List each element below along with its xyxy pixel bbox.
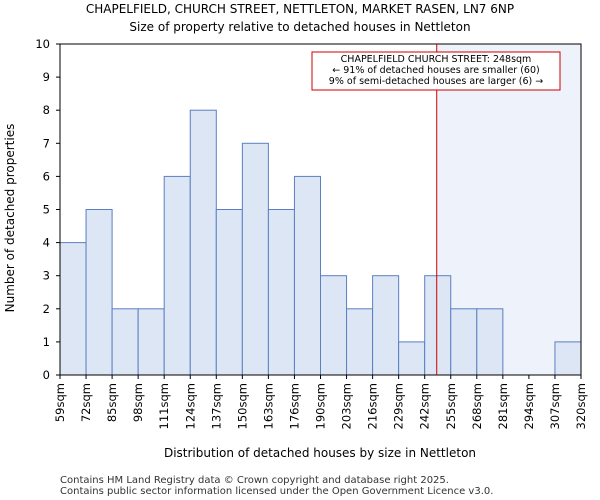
annotation-frame: [311, 51, 561, 91]
annotation-line-1: CHAPELFIELD CHURCH STREET: 248sqm: [341, 54, 532, 65]
bar-85sqm: [111, 308, 139, 376]
x-tick-label: 307sqm: [548, 383, 562, 429]
y-tick-label: 9: [43, 70, 50, 84]
x-tick-label: 203sqm: [340, 383, 354, 429]
y-tick-label: 0: [43, 368, 50, 382]
x-tick-label: 72sqm: [79, 383, 93, 422]
y-tick-label: 5: [43, 203, 50, 217]
bar-59sqm: [59, 242, 87, 376]
plot-frame: [59, 43, 582, 376]
footer-line-2: Contains public sector information licen…: [60, 486, 493, 497]
bar-98sqm: [137, 308, 165, 376]
x-tick-label: 242sqm: [418, 383, 432, 429]
x-tick-label: 176sqm: [287, 383, 301, 429]
x-axis-label: Distribution of detached houses by size …: [164, 446, 476, 460]
bar-190sqm: [320, 275, 348, 376]
bar-307sqm: [554, 341, 582, 376]
x-tick-label: 216sqm: [366, 383, 380, 429]
y-axis-label: Number of detached properties: [3, 124, 17, 313]
x-tick-label: 163sqm: [261, 383, 275, 429]
x-tick-label: 294sqm: [522, 383, 536, 429]
footer-line-1: Contains HM Land Registry data © Crown c…: [60, 475, 449, 486]
bar-111sqm: [163, 175, 191, 376]
x-tick-label: 137sqm: [209, 383, 223, 429]
bar-176sqm: [293, 175, 322, 376]
x-tick-label: 111sqm: [157, 383, 171, 429]
bar-124sqm: [189, 109, 217, 376]
y-tick-label: 3: [43, 269, 50, 283]
y-tick-label: 8: [43, 103, 50, 117]
bar-163sqm: [267, 209, 295, 376]
bar-268sqm: [476, 308, 504, 376]
x-tick-label: 190sqm: [314, 383, 328, 429]
annotation-line-2: ← 91% of detached houses are smaller (60…: [332, 65, 539, 76]
x-axis-ticks: 59sqm 72sqm 85sqm 98sqm 111sqm 124sqm 137sqm 15…: [53, 375, 588, 429]
x-tick-label: 98sqm: [131, 383, 145, 422]
y-tick-label: 4: [43, 236, 50, 250]
y-axis-ticks: 0 1 2 3 4 5 6 7 8 9 10: [35, 37, 60, 382]
chart-title: CHAPELFIELD, CHURCH STREET, NETTLETON, M…: [86, 2, 514, 16]
x-tick-label: 59sqm: [53, 383, 67, 422]
x-tick-label: 85sqm: [105, 383, 119, 422]
bar-72sqm: [85, 209, 113, 376]
x-tick-label: 320sqm: [574, 383, 588, 429]
bar-150sqm: [241, 142, 269, 376]
x-tick-label: 150sqm: [235, 383, 249, 429]
y-tick-label: 2: [43, 302, 50, 316]
bar-137sqm: [215, 209, 243, 376]
y-tick-label: 7: [43, 136, 50, 150]
y-tick-label: 10: [35, 37, 50, 51]
plot-area: 0 1 2 3 4 5 6 7 8 9 10 59sqm 72sqm 85sqm 98sqm 111sqm 1…: [35, 37, 588, 429]
chart-subtitle: Size of property relative to detached ho…: [129, 20, 470, 34]
bars: [59, 109, 582, 376]
x-tick-label: 281sqm: [496, 383, 510, 429]
y-tick-label: 6: [43, 169, 50, 183]
bar-216sqm: [372, 275, 400, 376]
x-tick-label: 229sqm: [392, 383, 406, 429]
x-tick-label: 268sqm: [470, 383, 484, 429]
annotation-line-3: 9% of semi-detached houses are larger (6…: [329, 76, 543, 87]
x-tick-label: 255sqm: [444, 383, 458, 429]
bar-255sqm: [450, 308, 478, 376]
x-tick-label: 124sqm: [183, 383, 197, 429]
bar-242sqm: [424, 275, 452, 376]
bar-229sqm: [398, 341, 426, 376]
bar-203sqm: [346, 308, 374, 376]
y-tick-label: 1: [43, 335, 50, 349]
annotation-box: CHAPELFIELD CHURCH STREET: 248sqm ← 91% …: [311, 51, 561, 91]
